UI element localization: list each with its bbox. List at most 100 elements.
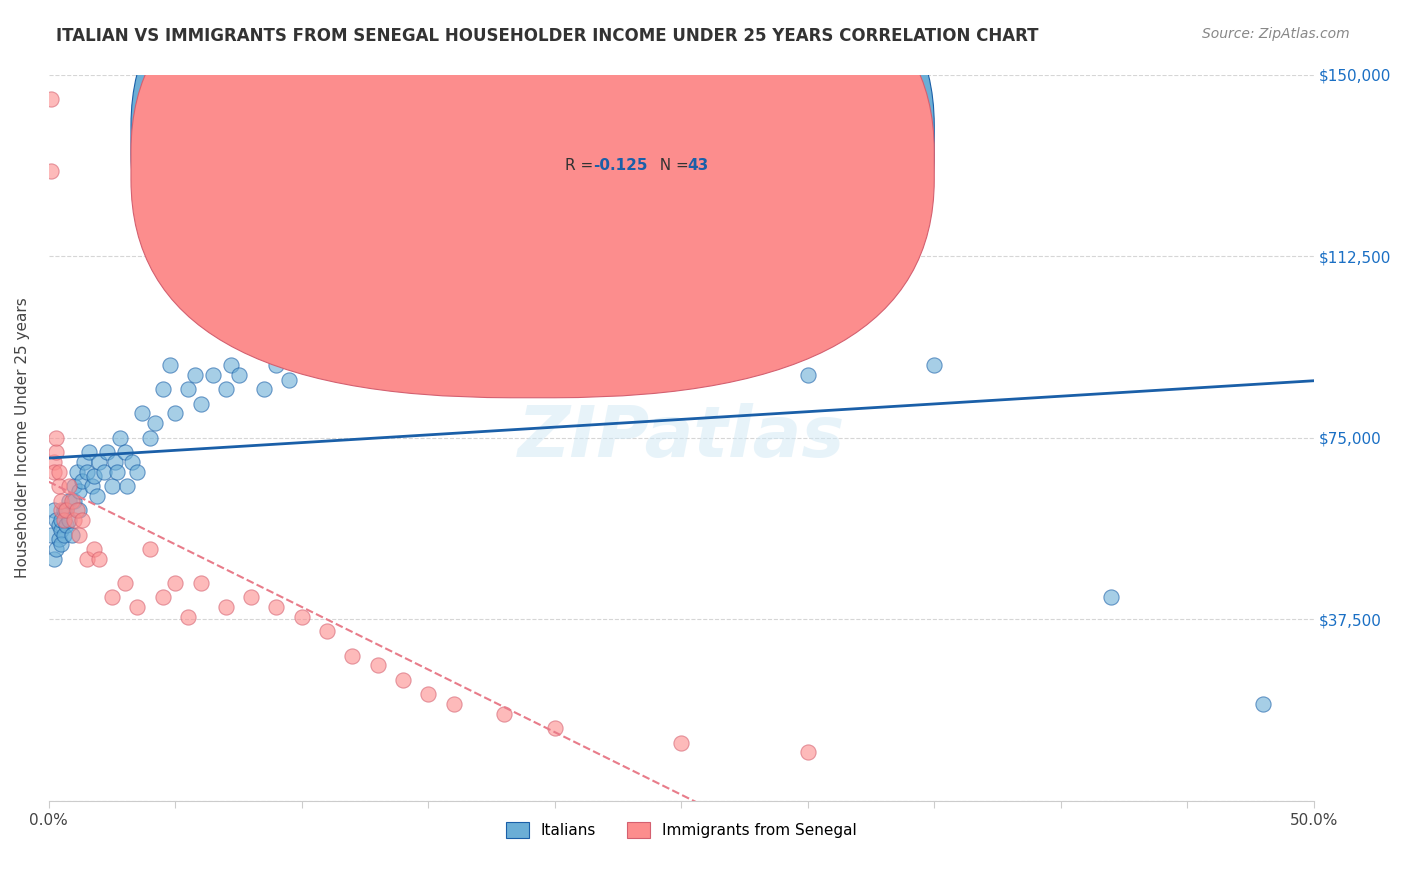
Point [70, 513, 93, 527]
Text: R =: R = [565, 158, 598, 173]
Point [115, 479, 138, 493]
Point [105, 465, 128, 479]
Point [51, 503, 73, 517]
Point [165, 407, 187, 421]
Point [215, 600, 238, 615]
Point [80, 479, 103, 493]
Point [96, 445, 118, 459]
Point [67, 503, 90, 517]
Point [51, 537, 73, 551]
Point [190, 576, 212, 591]
Point [418, 687, 440, 701]
Point [443, 697, 465, 711]
Point [177, 610, 200, 624]
Point [51, 493, 73, 508]
Point [342, 648, 364, 663]
Point [101, 479, 124, 493]
Point [39, 527, 62, 541]
Point [42, 455, 65, 469]
Point [291, 610, 314, 624]
Point [55, 503, 77, 517]
Point [228, 368, 250, 382]
Point [73, 455, 96, 469]
Point [63, 493, 86, 508]
Point [51, 523, 73, 537]
Point [101, 591, 124, 605]
Point [67, 483, 90, 498]
Point [569, 310, 592, 324]
Point [240, 591, 263, 605]
Point [76, 551, 98, 566]
Point [51, 513, 73, 527]
Text: N =: N = [650, 158, 693, 173]
Legend: Italians, Immigrants from Senegal: Italians, Immigrants from Senegal [499, 816, 863, 844]
Point [1251, 697, 1274, 711]
Point [165, 576, 187, 591]
FancyBboxPatch shape [131, 0, 934, 398]
Point [266, 600, 288, 615]
Point [152, 382, 174, 396]
Point [65, 465, 87, 479]
Point [103, 455, 125, 469]
Point [89, 455, 111, 469]
Point [45, 445, 67, 459]
Point [58, 513, 80, 527]
Point [114, 445, 136, 459]
Point [544, 721, 567, 735]
Text: 0.303: 0.303 [593, 132, 641, 147]
Point [367, 658, 389, 673]
Point [131, 407, 153, 421]
Point [52, 503, 75, 517]
Point [127, 465, 149, 479]
Point [215, 382, 238, 396]
Point [797, 746, 820, 760]
Point [77, 445, 100, 459]
Point [55, 517, 77, 532]
Point [70, 475, 93, 489]
Point [240, 334, 263, 348]
Point [291, 334, 314, 348]
Point [52, 513, 75, 527]
Point [316, 164, 339, 178]
FancyBboxPatch shape [131, 0, 934, 372]
Point [139, 431, 162, 445]
Point [392, 673, 415, 687]
Point [42, 465, 65, 479]
Point [278, 373, 301, 387]
Text: ZIPatlas: ZIPatlas [517, 403, 845, 472]
Point [696, 329, 718, 343]
Point [67, 527, 90, 541]
Text: -0.125: -0.125 [593, 158, 647, 173]
Text: ITALIAN VS IMMIGRANTS FROM SENEGAL HOUSEHOLDER INCOME UNDER 25 YEARS CORRELATION: ITALIAN VS IMMIGRANTS FROM SENEGAL HOUSE… [56, 27, 1039, 45]
Point [316, 624, 339, 639]
Point [93, 465, 115, 479]
Point [60, 493, 83, 508]
Point [219, 358, 242, 372]
Point [39, 164, 62, 178]
Point [922, 358, 945, 372]
Point [671, 736, 693, 750]
Point [55, 503, 77, 517]
Point [89, 551, 111, 566]
Text: N =: N = [650, 132, 693, 147]
Point [65, 503, 87, 517]
Point [86, 489, 108, 503]
Point [121, 455, 143, 469]
Point [143, 416, 166, 430]
Point [45, 431, 67, 445]
Point [83, 542, 105, 557]
Point [190, 397, 212, 411]
Point [266, 358, 288, 372]
Point [1099, 591, 1122, 605]
Y-axis label: Householder Income Under 25 years: Householder Income Under 25 years [15, 297, 30, 578]
Text: 69: 69 [688, 132, 709, 147]
Point [48, 533, 70, 547]
Point [342, 212, 364, 227]
Point [45, 542, 67, 557]
Point [52, 527, 75, 541]
Point [494, 706, 516, 721]
Text: R =: R = [565, 132, 598, 147]
Point [253, 382, 276, 396]
Point [63, 479, 86, 493]
Point [108, 431, 131, 445]
